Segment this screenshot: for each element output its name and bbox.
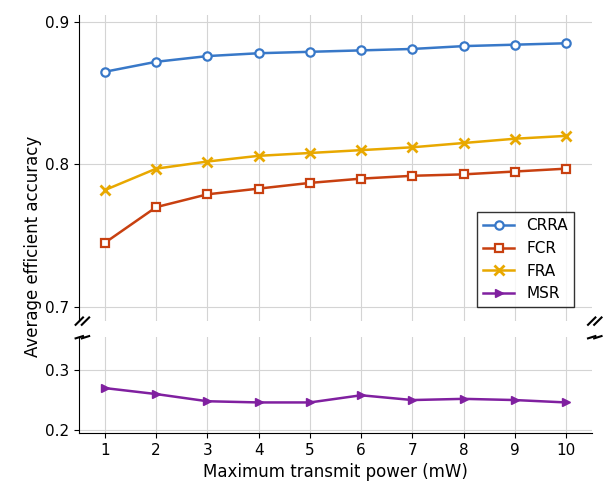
CRRA	[562, 17, 570, 23]
MSR	[204, 399, 211, 404]
FCR	[204, 191, 211, 197]
FCR	[409, 73, 416, 79]
CRRA	[255, 50, 262, 56]
CRRA	[255, 21, 262, 27]
FCR	[101, 101, 109, 107]
FCR	[204, 81, 211, 87]
FCR	[357, 176, 365, 182]
FRA	[152, 70, 160, 76]
FCR	[511, 169, 518, 175]
Line: FCR: FCR	[101, 69, 570, 108]
FCR	[152, 204, 160, 210]
FRA	[255, 64, 262, 70]
CRRA	[204, 53, 211, 59]
FCR	[306, 76, 314, 82]
FCR	[562, 70, 570, 76]
CRRA	[306, 49, 314, 55]
Line: CRRA: CRRA	[101, 39, 570, 76]
FRA	[101, 79, 109, 85]
CRRA	[152, 25, 160, 31]
MSR	[511, 397, 518, 403]
FCR	[562, 166, 570, 172]
MSR	[460, 396, 467, 402]
Line: MSR: MSR	[101, 384, 570, 406]
CRRA	[306, 21, 314, 27]
FRA	[409, 61, 416, 67]
FCR	[306, 180, 314, 186]
CRRA	[101, 69, 109, 75]
MSR	[357, 392, 365, 398]
MSR	[409, 397, 416, 403]
MSR	[255, 400, 262, 405]
FCR	[152, 86, 160, 92]
FRA	[409, 144, 416, 150]
CRRA	[562, 40, 570, 46]
CRRA	[409, 46, 416, 52]
Line: FRA: FRA	[100, 131, 571, 195]
CRRA	[357, 47, 365, 53]
MSR	[562, 400, 570, 405]
CRRA	[152, 59, 160, 65]
FRA	[152, 166, 160, 172]
FCR	[357, 74, 365, 80]
FRA	[255, 153, 262, 159]
CRRA	[460, 43, 467, 49]
FCR	[255, 78, 262, 84]
FCR	[255, 185, 262, 191]
FRA	[562, 133, 570, 139]
MSR	[306, 400, 314, 405]
FRA	[306, 63, 314, 69]
FRA	[511, 136, 518, 142]
FRA	[460, 140, 467, 146]
FCR	[409, 173, 416, 179]
CRRA	[204, 23, 211, 29]
MSR	[101, 385, 109, 391]
CRRA	[460, 18, 467, 24]
FRA	[511, 57, 518, 63]
Line: FCR: FCR	[101, 165, 570, 246]
CRRA	[511, 18, 518, 24]
FRA	[204, 67, 211, 73]
FRA	[204, 158, 211, 164]
X-axis label: Maximum transmit power (mW): Maximum transmit power (mW)	[203, 463, 468, 481]
CRRA	[409, 20, 416, 26]
CRRA	[101, 29, 109, 35]
FRA	[357, 147, 365, 153]
FRA	[101, 187, 109, 193]
MSR	[152, 391, 160, 397]
FCR	[511, 71, 518, 77]
FCR	[101, 240, 109, 246]
FRA	[306, 150, 314, 156]
FCR	[460, 72, 467, 78]
FRA	[460, 59, 467, 65]
CRRA	[357, 20, 365, 26]
FRA	[357, 62, 365, 68]
FCR	[460, 171, 467, 177]
Line: CRRA: CRRA	[101, 16, 570, 36]
Legend: CRRA, FCR, FRA, MSR: CRRA, FCR, FRA, MSR	[477, 212, 574, 308]
FRA	[562, 56, 570, 62]
CRRA	[511, 42, 518, 48]
Line: FRA: FRA	[100, 54, 571, 87]
Text: Average efficient accuracy: Average efficient accuracy	[24, 135, 43, 357]
